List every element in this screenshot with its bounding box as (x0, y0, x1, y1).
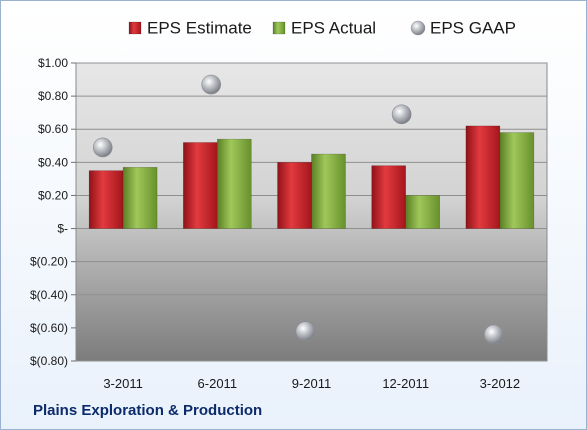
eps-gaap-legend-swatch (410, 20, 426, 36)
gaap-points (92, 74, 504, 345)
y-tick-label: $(0.20) (30, 255, 68, 269)
y-tick-label: $(0.60) (30, 321, 68, 335)
y-tick-label: $0.20 (38, 188, 68, 202)
y-tick-label: $(0.40) (30, 288, 68, 302)
y-tick-label: $0.40 (38, 155, 68, 169)
eps-estimate-bar (183, 142, 218, 229)
y-tick-label: $1.00 (38, 56, 68, 70)
y-tick-label: $0.80 (38, 89, 68, 103)
x-tick-label: 3-2011 (103, 376, 143, 391)
y-tick-label: $- (57, 222, 68, 236)
eps-actual-bar (122, 167, 158, 229)
bars (88, 125, 535, 229)
eps-estimate-bar (88, 170, 124, 229)
eps-actual-bar (217, 138, 252, 229)
company-label: Plains Exploration & Production (33, 402, 263, 419)
x-tick-label: 3-2012 (480, 376, 520, 391)
eps-actual-bar (499, 132, 535, 229)
x-axis-ticks: 3-2011 6-2011 9-2011 12-2011 3-2012 (103, 376, 520, 391)
legend: EPS Estimate EPS Actual EPS GAAP (128, 19, 516, 38)
eps-actual-legend-label: EPS Actual (291, 19, 376, 38)
y-tick-label: $(0.80) (30, 354, 68, 368)
eps-gaap-point (391, 104, 412, 125)
eps-actual-bar (311, 153, 346, 229)
eps-gaap-point (92, 137, 113, 158)
eps-gaap-point (201, 74, 221, 95)
eps-estimate-legend-swatch (128, 21, 142, 35)
y-tick-label: $0.60 (38, 122, 68, 136)
eps-gaap-point (295, 321, 316, 342)
eps-estimate-bar (277, 162, 312, 229)
x-tick-label: 9-2011 (292, 376, 332, 391)
eps-gaap-legend-label: EPS GAAP (430, 19, 516, 38)
eps-actual-legend-swatch (272, 21, 286, 35)
eps-estimate-bar (371, 165, 407, 229)
y-axis-ticks: $1.00 $0.80 $0.60 $0.40 $0.20 $- $(0.20) $(0.40… (30, 56, 68, 368)
x-tick-label: 12-2011 (382, 376, 429, 391)
eps-actual-bar (405, 195, 441, 229)
eps-gaap-point (483, 324, 504, 345)
eps-estimate-legend-label: EPS Estimate (147, 19, 252, 38)
eps-estimate-bar (465, 125, 501, 229)
x-tick-label: 6-2011 (198, 376, 238, 391)
